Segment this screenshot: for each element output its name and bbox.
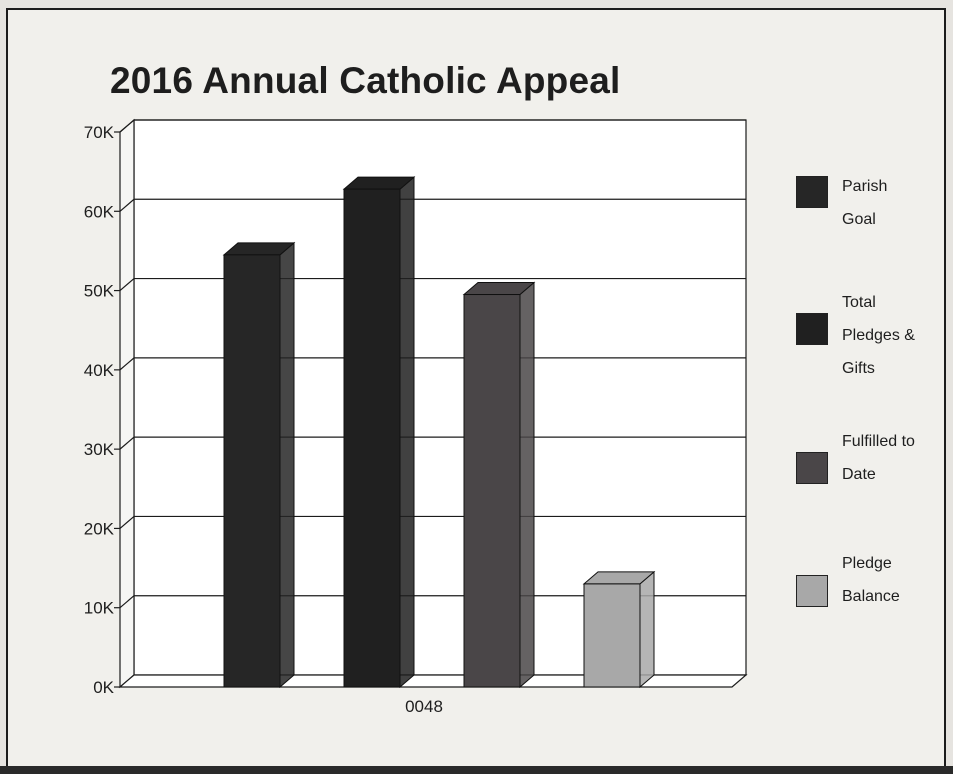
y-tick-label: 10K <box>84 599 115 618</box>
gridline <box>119 357 746 371</box>
legend-swatch <box>796 313 828 345</box>
y-tick-label: 70K <box>84 123 115 142</box>
bar-side <box>519 281 535 689</box>
gridline <box>119 277 746 292</box>
x-tick-label: 0048 <box>405 697 443 716</box>
gridline <box>119 515 746 529</box>
y-tick-label: 50K <box>84 282 115 301</box>
gridline <box>119 595 746 609</box>
y-tick-label: 0K <box>93 678 114 697</box>
y-tick-label: 40K <box>84 361 115 380</box>
y-tick-label: 30K <box>84 440 115 459</box>
chart-title: 2016 Annual Catholic Appeal <box>110 60 621 101</box>
bar <box>463 294 521 688</box>
bar <box>583 583 641 688</box>
gridline <box>119 436 746 450</box>
bar-side <box>639 570 655 689</box>
legend-label: Fulfilled to Date <box>842 433 915 483</box>
legend-swatch <box>796 575 828 607</box>
gridline <box>119 119 746 133</box>
bar-side <box>279 241 295 689</box>
legend-label: Total Pledges & Gifts <box>842 294 915 377</box>
legend-label: Pledge Balance <box>842 555 900 605</box>
bar <box>223 254 281 688</box>
legend-swatch <box>796 176 828 208</box>
y-tick-label: 60K <box>84 202 115 221</box>
legend-swatch <box>796 452 828 484</box>
legend-label: Parish Goal <box>842 178 888 228</box>
y-tick-label: 20K <box>84 519 115 538</box>
gridline <box>119 198 746 212</box>
bar <box>343 188 401 688</box>
bar-side <box>399 175 415 689</box>
bottom-edge <box>0 766 953 774</box>
